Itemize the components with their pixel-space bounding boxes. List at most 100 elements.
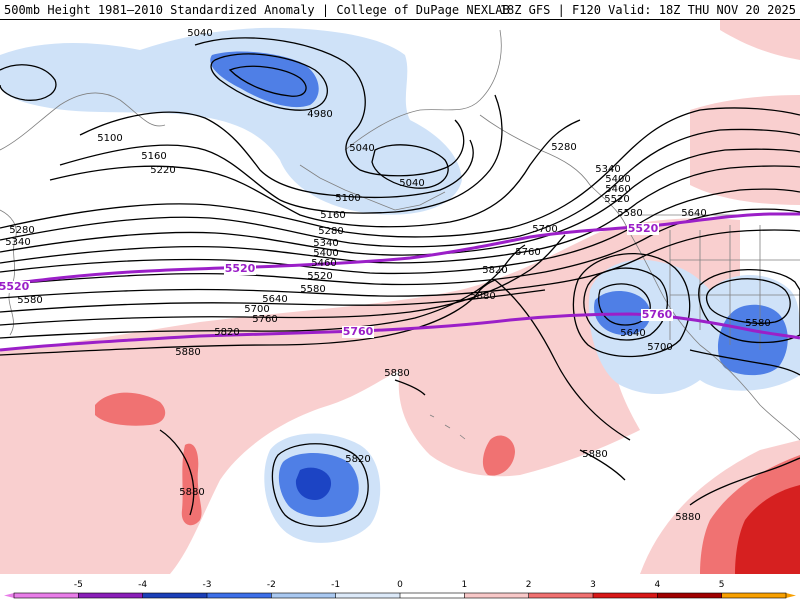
contour-label: 5040 <box>187 28 212 39</box>
contour-5040 <box>210 53 328 111</box>
contour-label: 5880 <box>582 449 607 460</box>
model-run-info: 18Z GFS | F120 Valid: 18Z THU NOV 20 202… <box>499 3 796 17</box>
legend-tick-label: -4 <box>138 580 147 590</box>
contour-label: 5160 <box>141 151 166 162</box>
contour-label: 5580 <box>300 284 325 295</box>
contour-5100 <box>79 37 474 199</box>
negative-anomaly-fill <box>0 27 800 543</box>
contour-label: 5820 <box>482 265 507 276</box>
alaska-coastline <box>344 29 591 186</box>
positive-anomaly-region <box>720 20 800 60</box>
legend-scale: -5 -4 -3 -2 -1 0 1 2 3 4 5 <box>4 580 796 599</box>
legend-color-swatch <box>271 593 336 598</box>
contour-label: 5340 <box>595 164 620 175</box>
contour-labels: 5040 4980 5040 5040 5100 5160 5220 5100 5160 5280… <box>5 28 770 523</box>
contour-label: 5880 <box>175 347 200 358</box>
contour-label: 5760 <box>515 247 540 258</box>
legend-color-swatch <box>593 593 658 598</box>
contour-label: 5700 <box>244 304 269 315</box>
legend-tick-label: 2 <box>526 580 532 590</box>
contour-5640 <box>583 267 669 341</box>
contour-5880 <box>159 429 195 516</box>
legend-color-swatch <box>464 593 529 598</box>
highlight-labels: 5520 5520 5520 5760 5760 <box>0 222 673 338</box>
contour-5580 <box>705 278 791 324</box>
legend-color-swatch <box>335 593 400 598</box>
contour-label: 5160 <box>320 210 345 221</box>
height-contours <box>0 37 800 527</box>
contour-label: 5400 <box>313 248 338 259</box>
contour-label: 5040 <box>349 143 374 154</box>
contour-5880 <box>579 449 626 481</box>
aleutian-islands <box>299 164 446 211</box>
legend-color-swatch <box>207 593 272 598</box>
contour-label: 5280 <box>9 225 34 236</box>
contour-5220 <box>49 119 581 228</box>
contour-5280 <box>0 107 800 238</box>
legend-tick-label: -3 <box>203 580 212 590</box>
contour-label: 5040 <box>399 178 424 189</box>
contour-label: 5580 <box>617 208 642 219</box>
legend-tick-label: -2 <box>267 580 276 590</box>
contour-label: 5280 <box>318 226 343 237</box>
contour-label: 5880 <box>179 487 204 498</box>
positive-anomaly-fill <box>0 20 800 574</box>
legend-color-swatch <box>78 593 143 598</box>
contour-5040 <box>0 64 57 101</box>
legend-tick-label: -1 <box>331 580 340 590</box>
contour-5700 <box>572 252 691 358</box>
asia-coastline <box>0 92 166 336</box>
contour-label: 5640 <box>620 328 645 339</box>
strong-positive-anomaly <box>181 443 202 526</box>
contour-5400 <box>0 148 800 256</box>
highlight-contour-label: 5520 <box>628 222 659 235</box>
contour-label: 5520 <box>307 271 332 282</box>
contour-5640 <box>698 268 800 344</box>
anomaly-map[interactable]: 5040 4980 5040 5040 5100 5160 5220 5100 5160 5280… <box>0 20 800 574</box>
contour-label: 5820 <box>214 327 239 338</box>
highlight-contour-label: 5520 <box>0 280 30 293</box>
highlight-contour-label: 5760 <box>642 308 673 321</box>
highlight-line-5760 <box>0 312 800 352</box>
contour-5340 <box>0 128 800 248</box>
contour-5460 <box>0 165 800 264</box>
strong-positive-anomaly <box>482 435 515 476</box>
contour-label: 5580 <box>745 318 770 329</box>
contour-5820 <box>271 443 369 527</box>
contour-5580 <box>0 208 800 286</box>
contour-5700 <box>689 349 800 376</box>
legend-tick-label: 0 <box>397 580 403 590</box>
contour-label: 5700 <box>532 224 557 235</box>
highlight-contour-label: 5760 <box>343 325 374 338</box>
contour-label: 5880 <box>675 512 700 523</box>
contour-label: 5580 <box>17 295 42 306</box>
legend-tick-label: -5 <box>74 580 83 590</box>
contour-label: 5400 <box>605 174 630 185</box>
strong-negative-anomaly <box>210 51 319 108</box>
contour-label: 5280 <box>551 142 576 153</box>
contour-label: 5820 <box>345 454 370 465</box>
legend-color-swatch <box>657 593 722 598</box>
contour-label: 5460 <box>605 184 630 195</box>
contour-label: 5340 <box>5 237 30 248</box>
contour-5760 <box>0 234 566 326</box>
hawaii-islands <box>429 414 466 440</box>
contour-5880 <box>689 457 800 506</box>
contour-5880 <box>0 279 631 441</box>
contour-4980 <box>228 65 307 97</box>
contour-label: 5100 <box>97 133 122 144</box>
map-header: 500mb Height 1981–2010 Standardized Anom… <box>0 0 800 20</box>
extreme-negative-anomaly <box>295 467 332 500</box>
legend-tick-label: 3 <box>590 580 596 590</box>
legend-color-swatch <box>14 593 79 598</box>
contour-label: 4980 <box>307 109 332 120</box>
strong-positive-anomaly <box>95 392 166 426</box>
contour-5160 <box>59 94 503 214</box>
contour-5640 <box>0 229 800 299</box>
legend-left-arrow <box>4 593 14 598</box>
contour-5040 <box>371 144 449 189</box>
contour-label: 5460 <box>311 258 336 269</box>
us-state-lines <box>669 225 800 350</box>
positive-anomaly-region <box>690 95 800 205</box>
legend-color-swatch <box>142 593 207 598</box>
